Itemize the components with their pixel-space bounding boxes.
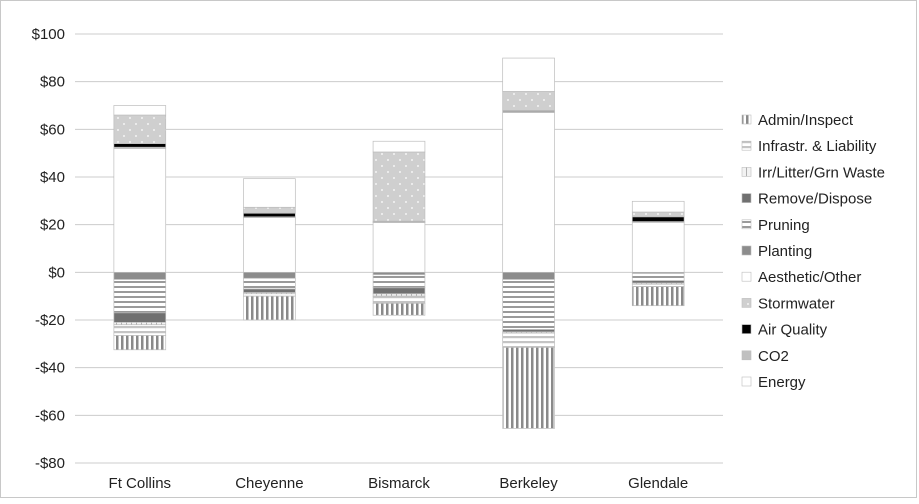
y-tick-label: -$80: [35, 455, 65, 472]
y-tick-label: $40: [40, 169, 65, 186]
y-axis-tick-labels: $100 $80 $60 $40 $20 $0 -$20 -$40 -$60 -$80: [32, 26, 65, 472]
legend-swatch-remove-dispose: [741, 193, 752, 203]
legend-label: Planting: [758, 243, 812, 260]
bar-segment-stormwater-bismarck: [372, 151, 426, 222]
y-tick-label: $80: [40, 74, 65, 91]
bar-segment-stormwater-glendale: [631, 211, 685, 218]
legend-swatch-admin-inspect: [741, 114, 752, 125]
bar-segment-energy-cheyenne: [243, 217, 296, 273]
legend-label: Air Quality: [758, 322, 828, 339]
bar-segment-energy-bismarck: [372, 221, 426, 273]
bar-segment-infrastr-liability-berkeley: [502, 332, 555, 348]
x-category-label: Glendale: [628, 475, 688, 492]
bar-segment-irr-litter-grn-waste-ft-collins: [113, 322, 167, 326]
bar-segment-air-quality-cheyenne: [243, 212, 296, 218]
bar-segment-pruning-glendale: [631, 273, 685, 282]
y-tick-label: -$60: [35, 407, 65, 424]
bar-segment-pruning-bismarck: [372, 274, 426, 289]
bar-segment-energy-berkeley: [502, 112, 555, 273]
y-tick-label: -$20: [35, 312, 65, 329]
legend-swatch-irr-litter-grn-waste: [741, 167, 752, 177]
bar-segment-stormwater-cheyenne: [243, 206, 296, 214]
legend-swatch-planting: [741, 245, 752, 256]
bar-segment-planting-berkeley: [502, 271, 555, 280]
bar-segment-infrastr-liability-glendale: [631, 283, 685, 287]
bar-segment-admin-inspect-berkeley: [502, 347, 555, 429]
bars: [113, 57, 685, 429]
legend-swatch-aesthetic-other: [741, 271, 752, 282]
bar-segment-aesthetic-other-cheyenne: [243, 178, 296, 208]
legend-label: Stormwater: [758, 295, 835, 312]
bar-segment-remove-dispose-ft-collins: [113, 312, 167, 323]
x-category-label: Berkeley: [499, 475, 558, 492]
y-tick-label: $60: [40, 121, 65, 138]
legend-label: Irr/Litter/Grn Waste: [758, 164, 885, 181]
legend-swatch-infrastr-liability: [741, 140, 752, 151]
bar-segment-planting-bismarck: [372, 271, 426, 276]
x-axis-category-labels: Ft Collins Cheyenne Bismarck Berkeley Glenda…: [109, 475, 689, 492]
bar-segment-admin-inspect-cheyenne: [243, 295, 296, 321]
bar-segment-admin-inspect-glendale: [631, 286, 685, 307]
legend-swatch-co2: [741, 350, 752, 361]
bar-segment-planting-cheyenne: [243, 271, 296, 279]
legend-label: Remove/Dispose: [758, 191, 872, 208]
bar-segment-infrastr-liability-cheyenne: [243, 293, 296, 297]
legend-swatch-energy: [741, 376, 752, 387]
bar-segment-stormwater-berkeley: [502, 91, 555, 111]
legend-swatch-stormwater: [741, 298, 752, 308]
bar-segment-admin-inspect-bismarck: [372, 302, 426, 316]
legend-label: Energy: [758, 374, 806, 391]
x-category-label: Cheyenne: [235, 475, 303, 492]
bar-segment-pruning-ft-collins: [113, 279, 167, 314]
bar-segment-infrastr-liability-ft-collins: [113, 324, 167, 336]
y-tick-label: $0: [48, 264, 65, 281]
legend-label: Admin/Inspect: [758, 112, 854, 129]
legend-swatch-air-quality: [741, 324, 752, 334]
x-category-label: Bismarck: [368, 475, 430, 492]
bar-segment-air-quality-ft-collins: [113, 143, 167, 148]
bar-segment-aesthetic-other-bismarck: [372, 140, 426, 153]
legend-label: Pruning: [758, 217, 810, 234]
legend-label: Aesthetic/Other: [758, 269, 861, 286]
bar-segment-pruning-cheyenne: [243, 277, 296, 290]
bar-segment-energy-ft-collins: [113, 148, 167, 273]
y-tick-label: -$40: [35, 360, 65, 377]
bar-segment-aesthetic-other-ft-collins: [113, 105, 167, 116]
bar-segment-infrastr-liability-bismarck: [372, 295, 426, 304]
y-tick-label: $20: [40, 217, 65, 234]
bar-segment-remove-dispose-glendale: [631, 280, 685, 284]
bar-segment-stormwater-ft-collins: [113, 114, 167, 144]
legend: Admin/Inspect Infrastr. & Liability Irr/Li…: [741, 112, 885, 391]
bar-segment-air-quality-glendale: [631, 216, 685, 222]
bar-segment-irr-litter-grn-waste-bismarck: [372, 293, 426, 297]
bar-segment-remove-dispose-berkeley: [502, 329, 555, 333]
legend-label: CO2: [758, 348, 789, 365]
bar-segment-energy-glendale: [631, 221, 685, 273]
bar-segment-admin-inspect-ft-collins: [113, 335, 167, 351]
x-category-label: Ft Collins: [109, 475, 172, 492]
y-tick-label: $100: [32, 26, 65, 43]
bar-segment-pruning-berkeley: [502, 279, 555, 330]
bar-segment-planting-ft-collins: [113, 271, 167, 280]
bar-segment-remove-dispose-cheyenne: [243, 288, 296, 293]
bar-segment-aesthetic-other-berkeley: [502, 57, 555, 92]
bar-segment-remove-dispose-bismarck: [372, 287, 426, 295]
bar-segment-aesthetic-other-glendale: [631, 200, 685, 213]
legend-swatch-pruning: [741, 219, 752, 230]
legend-label: Infrastr. & Liability: [758, 138, 877, 155]
